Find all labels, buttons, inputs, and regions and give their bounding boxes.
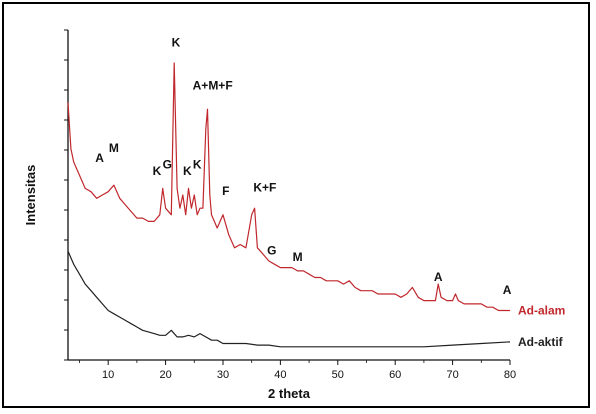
x-tick-label: 10 [102,369,114,381]
series-line-ad-aktif [67,250,511,348]
peak-label: F [222,184,229,198]
peak-label: K [172,36,181,50]
x-tick-label: 60 [389,369,401,381]
peak-label: A [503,283,512,297]
peak-label: G [267,243,276,257]
peak-label: A+M+F [193,78,233,92]
peak-annotations: AMK GKK KA+M+FF K+FG MAA [95,36,512,298]
legend-label: Ad-alam [518,304,565,318]
peak-label: M [293,250,303,264]
peak-label: G [163,158,172,172]
x-tick-label: 80 [504,369,516,381]
axes: 10 20 30 40 50 60 70 80 [64,29,516,381]
y-axis-title: Intensitas [23,165,38,226]
peak-label: K+F [253,181,276,195]
x-tick-label: 50 [332,369,344,381]
peak-label: A [434,270,443,284]
peak-label: M [109,141,119,155]
x-tick-label: 30 [217,369,229,381]
x-tick-label: 20 [159,369,171,381]
x-tick-label: 70 [446,369,458,381]
peak-label: K [183,164,192,178]
legend-label: Ad-aktif [518,335,564,349]
x-axis-title: 2 theta [268,386,311,401]
peak-label: K [193,158,202,172]
chart-frame [2,2,590,408]
series-layer [67,62,511,348]
x-tick-label: 40 [274,369,286,381]
peak-label: A [95,151,104,165]
series-line-ad-alam [67,62,510,312]
peak-label: K [153,164,162,178]
legend: Ad-alam Ad-aktif [518,304,565,349]
